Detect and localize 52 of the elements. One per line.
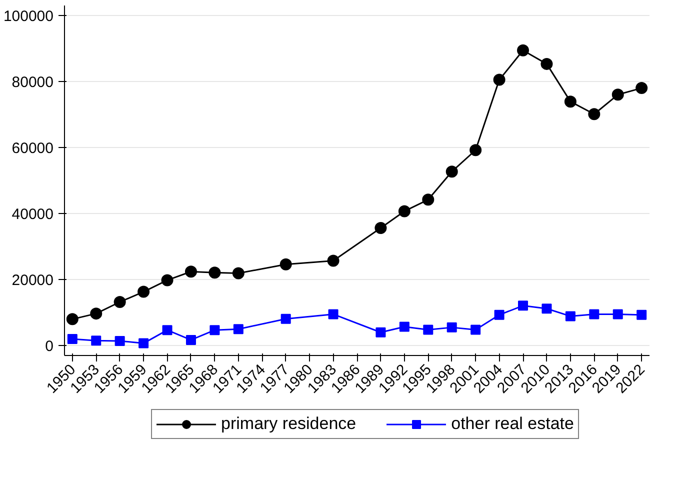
point [565,311,576,322]
point [494,310,504,320]
point [376,327,386,338]
point [280,314,291,324]
point [66,313,78,326]
point [446,322,457,332]
point [423,324,434,335]
point [114,296,126,308]
point [328,309,338,320]
point [162,325,172,336]
point [138,286,150,298]
y-tick-label: 40000 [12,206,54,224]
point [67,334,78,344]
point [232,267,244,280]
point [280,258,292,270]
legend-label: primary residence [221,414,356,434]
point [138,338,149,348]
point [470,144,482,156]
point [327,254,340,267]
y-tick-label: 100000 [3,8,54,25]
point [210,325,220,336]
point [90,308,102,320]
point [612,309,623,320]
point [518,300,528,311]
point [114,336,125,346]
point [374,222,387,234]
point [636,82,648,94]
y-tick-label: 80000 [12,74,54,91]
y-tick-label: 60000 [12,140,54,157]
point [422,194,434,206]
point [540,58,553,70]
point [470,324,481,335]
point [589,309,600,320]
point [588,108,600,120]
point [612,88,624,101]
point [564,96,576,108]
point [184,266,197,278]
point [517,44,530,56]
y-tick-label: 0 [45,338,54,356]
point [91,336,102,346]
legend-label: other real estate [451,414,574,434]
point [399,322,410,332]
point [636,310,647,320]
point [233,324,244,334]
point [542,304,552,314]
point [186,334,196,345]
point [161,274,174,286]
point [398,205,410,218]
point [446,166,458,178]
point [493,74,506,86]
point [208,266,221,279]
y-tick-label: 20000 [12,272,54,290]
